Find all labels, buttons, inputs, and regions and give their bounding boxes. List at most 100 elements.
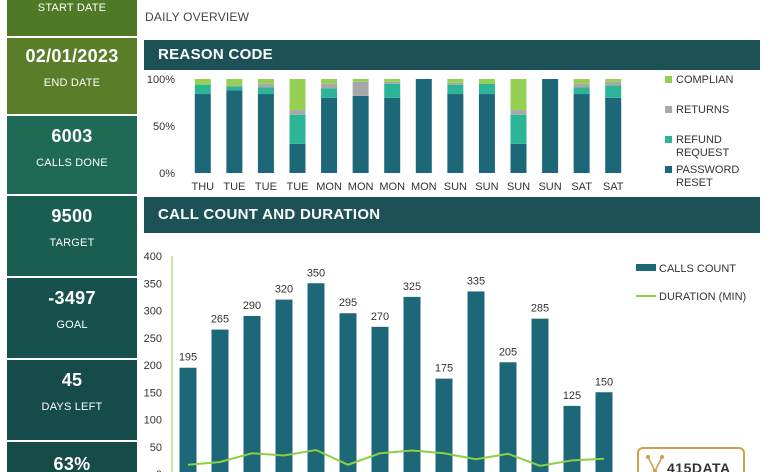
legend-swatch [665, 136, 672, 143]
reason-bar-segment [573, 94, 590, 173]
y-tick-label: 350 [144, 278, 162, 290]
calls-bar [211, 329, 229, 472]
calls-bar [307, 283, 325, 472]
reason-bar-segment [510, 114, 527, 144]
x-tick-label: MON [316, 181, 342, 193]
reason-bar-segment [447, 94, 464, 173]
legend-label: PASSWORD RESET [676, 164, 739, 189]
y-tick-label: 200 [144, 360, 162, 372]
y-tick-label: 100% [147, 74, 175, 86]
legend-label: RETURNS [676, 104, 729, 116]
reason-bar-segment [605, 97, 622, 173]
reason-bar-segment [605, 81, 622, 86]
reason-bar-segment [573, 83, 590, 88]
goal-card: -3497 GOAL [7, 278, 137, 360]
reason-bar-segment [194, 79, 211, 85]
calls-bar [563, 405, 581, 472]
legend-label: DURATION (MIN) [659, 291, 746, 303]
calls-bar [371, 326, 389, 472]
end-date-card: 02/01/2023 END DATE [7, 38, 137, 116]
reason-bar-segment [257, 83, 274, 88]
logo-text: 415DATA [667, 460, 731, 472]
y-tick-label: 250 [144, 333, 162, 345]
calls-bar [403, 296, 421, 472]
calls-bar [179, 367, 197, 472]
calls-bar [243, 315, 261, 472]
legend-label: REFUND REQUEST [676, 134, 729, 159]
x-tick-label: TUE [255, 181, 277, 193]
calls-bar [339, 313, 357, 472]
reason-bar-segment [605, 79, 622, 82]
x-tick-label: SUN [538, 181, 561, 193]
days-left-card: 45 DAYS LEFT [7, 360, 137, 442]
goal-value: -3497 [48, 288, 96, 308]
days-left-label: DAYS LEFT [41, 401, 103, 413]
reason-bar-segment [352, 81, 369, 96]
y-tick-label: 50 [150, 442, 162, 454]
network-icon [646, 455, 664, 472]
y-tick-label: 0% [159, 168, 175, 180]
reason-bar-segment [510, 110, 527, 115]
reason-bar-segment [447, 84, 464, 95]
percent-value: 63% [53, 454, 91, 472]
calls-bar [467, 291, 485, 472]
target-value: 9500 [51, 206, 93, 226]
target-card: 9500 TARGET [7, 196, 137, 278]
reason-bar-segment [478, 83, 495, 95]
reason-bar-segment [289, 143, 306, 173]
reason-bar-segment [542, 79, 559, 173]
reason-bar-segment [226, 79, 243, 86]
x-tick-label: MON [348, 181, 374, 193]
end-date-label: END DATE [43, 77, 101, 89]
reason-bar-segment [352, 79, 369, 82]
bar-value-label: 270 [371, 311, 389, 323]
bar-value-label: 205 [499, 346, 517, 358]
bar-value-label: 285 [531, 303, 549, 315]
reason-bar-segment [573, 87, 590, 95]
legend-label: CALLS COUNT [659, 263, 736, 275]
bar-value-label: 295 [339, 297, 357, 309]
bar-value-label: 325 [403, 281, 421, 293]
reason-bar-segment [384, 97, 401, 173]
reason-code-header: REASON CODE [144, 40, 760, 70]
reason-bar-segment [226, 90, 243, 173]
reason-bar-segment [226, 86, 243, 91]
reason-bar-segment [321, 79, 338, 84]
reason-bar-segment [384, 79, 401, 82]
y-tick-label: 50% [153, 121, 175, 133]
target-label: TARGET [49, 237, 95, 249]
reason-bar-segment [478, 79, 495, 84]
reason-bar-segment [415, 79, 432, 173]
reason-bar-segment [257, 87, 274, 95]
calls-done-card: 6003 CALLS DONE [7, 116, 137, 196]
reason-bar-segment [573, 79, 590, 84]
x-tick-label: THU [191, 181, 214, 193]
start-date-card: START DATE [7, 0, 137, 38]
y-tick-label: 150 [144, 387, 162, 399]
days-left-value: 45 [61, 370, 83, 390]
calls-bar [275, 299, 293, 472]
y-tick-label: 400 [144, 251, 162, 263]
bar-value-label: 335 [467, 275, 485, 287]
daily-overview-title: DAILY OVERVIEW [145, 10, 250, 24]
reason-bar-segment [478, 94, 495, 173]
calls-bar [531, 318, 549, 472]
calls-bar [595, 392, 613, 472]
x-tick-label: SAT [571, 181, 592, 193]
bar-value-label: 320 [275, 284, 293, 296]
x-tick-label: SAT [603, 181, 624, 193]
reason-bar-segment [605, 85, 622, 98]
legend-swatch [665, 106, 672, 113]
x-tick-label: SUN [507, 181, 530, 193]
x-tick-label: MON [379, 181, 405, 193]
duration-line [187, 448, 605, 467]
reason-bar-segment [510, 143, 527, 173]
bar-value-label: 350 [307, 267, 325, 279]
start-date-label: START DATE [37, 2, 107, 14]
calls-done-label: CALLS DONE [36, 157, 108, 169]
bar-value-label: 265 [211, 314, 229, 326]
reason-bar-segment [257, 94, 274, 173]
reason-bar-segment [226, 85, 243, 87]
